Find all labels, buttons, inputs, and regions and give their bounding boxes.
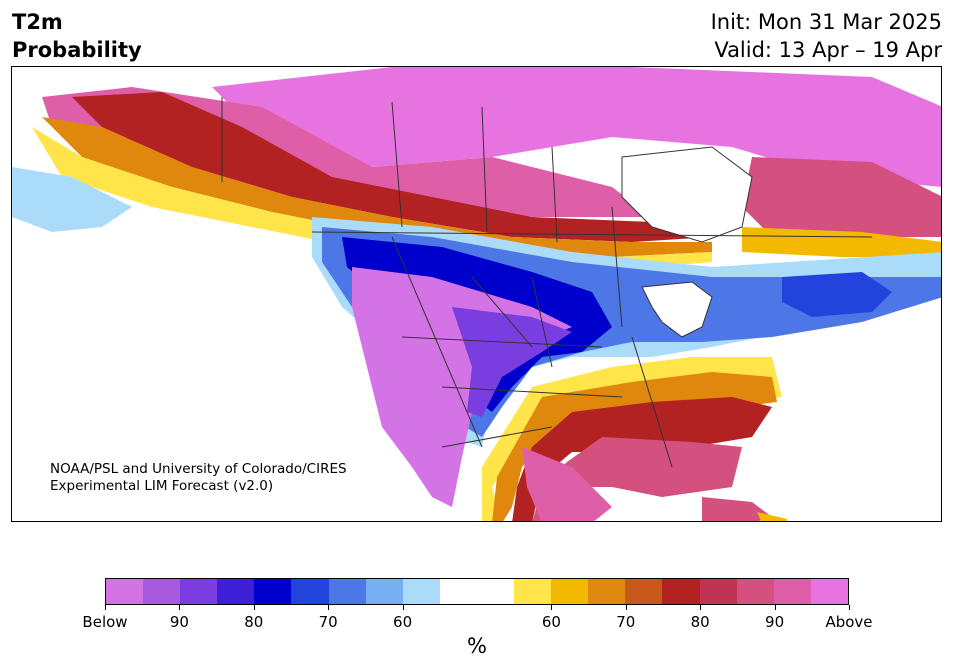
valid-date: Valid: 13 Apr – 19 Apr	[714, 38, 942, 62]
credit-line-2: Experimental LIM Forecast (v2.0)	[50, 478, 274, 494]
great-lakes	[641, 281, 713, 338]
colorbar-segment	[328, 579, 366, 604]
colorbar-unit: %	[467, 634, 487, 658]
colorbar-segment	[773, 579, 811, 604]
map-title: T2m Probability	[12, 8, 142, 64]
colorbar-tick-label: 60	[393, 613, 413, 631]
region-mexico-above	[522, 447, 612, 521]
colorbar-segment	[402, 579, 440, 604]
region-cuba-yellow	[757, 512, 787, 521]
colorbar-segment	[254, 579, 292, 604]
colorbar-tick	[625, 605, 627, 610]
colorbar-tick-label: Above	[825, 613, 873, 631]
colorbar-tick-label: 90	[169, 613, 189, 631]
colorbar-tick	[328, 605, 330, 610]
colorbar-tick-label: 60	[541, 613, 561, 631]
colorbar-segment	[106, 579, 144, 604]
colorbar-tick-label: 70	[616, 613, 636, 631]
forecast-dates: Init: Mon 31 Mar 2025 Valid: 13 Apr – 19…	[711, 8, 942, 64]
colorbar-segment	[143, 579, 181, 604]
colorbar-tick-label: 90	[765, 613, 785, 631]
colorbar-tick	[849, 605, 850, 610]
colorbar-tick	[179, 605, 181, 610]
region-quebec-above	[742, 157, 941, 237]
title-line-variable: T2m	[12, 10, 63, 34]
map-panel: NOAA/PSL and University of Colorado/CIRE…	[11, 66, 942, 522]
colorbar-segment	[439, 579, 477, 604]
colorbar-segment	[588, 579, 626, 604]
region-southeast-red	[512, 397, 772, 521]
colorbar-tick-label: Below	[82, 613, 128, 631]
colorbar-segment	[217, 579, 255, 604]
region-arctic-above	[212, 67, 941, 187]
colorbar-segment	[180, 579, 218, 604]
colorbar-tick	[551, 605, 553, 610]
colorbar-tick	[105, 605, 106, 610]
colorbar-segment	[810, 579, 848, 604]
colorbar	[105, 578, 849, 605]
political-borders	[221, 97, 873, 468]
colorbar-tick-label: 80	[690, 613, 710, 631]
region-gulf-above	[532, 437, 742, 521]
region-quebec-orange	[742, 227, 941, 257]
colorbar-tick	[253, 605, 255, 610]
region-caribbean-above	[702, 497, 772, 521]
region-canada-red-band	[72, 92, 712, 242]
colorbar-tick-label: 70	[318, 613, 338, 631]
region-northeast-blue	[782, 272, 892, 317]
colorbar-tick	[774, 605, 776, 610]
hudson-bay	[621, 146, 753, 243]
region-alaska-below	[12, 167, 132, 232]
colorbar-segment	[699, 579, 737, 604]
credit-text: NOAA/PSL and University of Colorado/CIRE…	[50, 461, 347, 495]
colorbar-tick-label: 80	[244, 613, 264, 631]
init-date: Init: Mon 31 Mar 2025	[710, 10, 942, 34]
colorbar-segment	[625, 579, 663, 604]
colorbar-segment	[662, 579, 700, 604]
colorbar-segment	[476, 579, 515, 604]
colorbar-segment	[514, 579, 552, 604]
colorbar-tick	[700, 605, 702, 610]
colorbar-segment	[736, 579, 774, 604]
colorbar-segment	[291, 579, 329, 604]
colorbar-segment	[551, 579, 589, 604]
credit-line-1: NOAA/PSL and University of Colorado/CIRE…	[50, 461, 347, 477]
colorbar-tick	[402, 605, 404, 610]
probability-map	[12, 67, 941, 521]
colorbar-segment	[365, 579, 403, 604]
title-line-probability: Probability	[12, 38, 142, 62]
